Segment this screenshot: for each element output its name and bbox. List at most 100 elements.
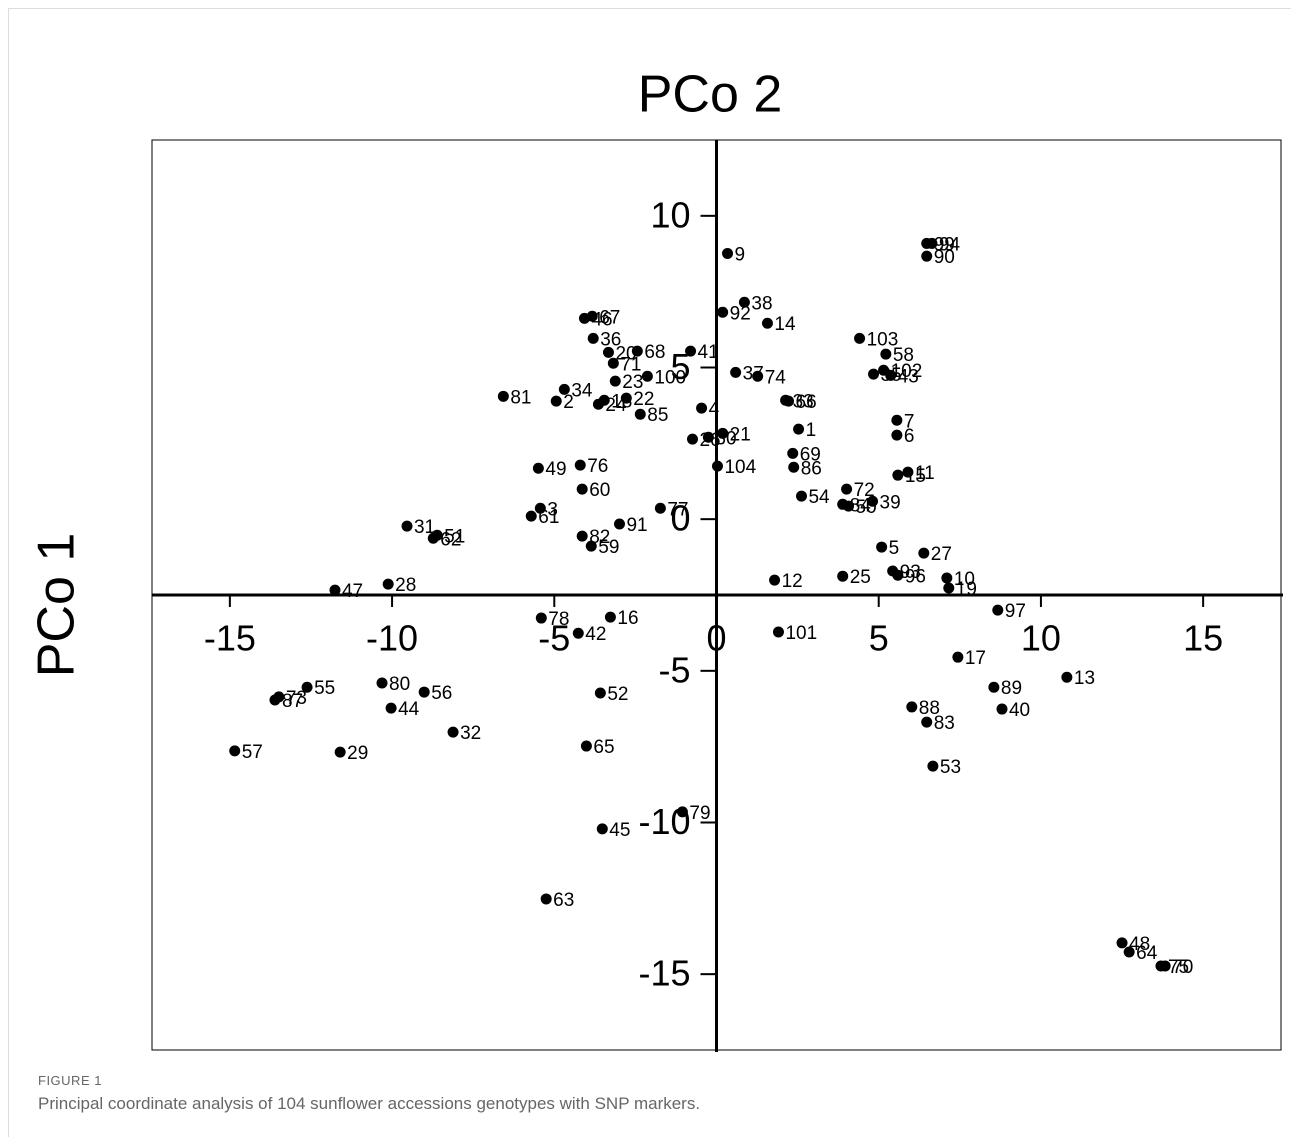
point-label: 91 bbox=[626, 515, 647, 536]
point bbox=[550, 395, 562, 407]
point bbox=[376, 677, 388, 689]
point bbox=[269, 694, 281, 706]
point bbox=[576, 483, 588, 495]
point-label: 62 bbox=[440, 529, 461, 550]
point bbox=[401, 520, 413, 532]
point bbox=[717, 427, 729, 439]
point bbox=[540, 893, 552, 905]
point-label: 83 bbox=[934, 713, 955, 734]
point-label: 86 bbox=[801, 458, 822, 479]
point bbox=[535, 612, 547, 624]
point-label: 45 bbox=[609, 820, 630, 841]
point bbox=[534, 502, 546, 514]
point-label: 99 bbox=[934, 234, 955, 255]
point-label: 43 bbox=[898, 366, 919, 387]
point bbox=[788, 461, 800, 473]
point bbox=[793, 423, 805, 435]
point-label: 14 bbox=[774, 314, 796, 335]
point bbox=[843, 500, 855, 512]
point bbox=[525, 510, 537, 522]
point bbox=[602, 346, 614, 358]
y-tick-label: -5 bbox=[658, 649, 690, 690]
point bbox=[752, 370, 764, 382]
point bbox=[604, 611, 616, 623]
point bbox=[769, 574, 781, 586]
point bbox=[301, 681, 313, 693]
point bbox=[418, 686, 430, 698]
point-label: 81 bbox=[510, 387, 531, 408]
point-label: 34 bbox=[571, 380, 593, 401]
point-label: 5 bbox=[889, 538, 900, 559]
point-label: 50 bbox=[856, 497, 877, 518]
point-label: 104 bbox=[724, 457, 756, 478]
point bbox=[891, 429, 903, 441]
point bbox=[532, 462, 544, 474]
point bbox=[902, 466, 914, 478]
point bbox=[921, 716, 933, 728]
point bbox=[943, 582, 955, 594]
point-label: 19 bbox=[956, 579, 977, 600]
point bbox=[906, 701, 918, 713]
point bbox=[854, 332, 866, 344]
point-label: 84 bbox=[850, 495, 872, 516]
point-label: 102 bbox=[891, 361, 923, 382]
point-label: 78 bbox=[548, 609, 569, 630]
point bbox=[497, 390, 509, 402]
point-label: 89 bbox=[1001, 678, 1022, 699]
point-label: 17 bbox=[965, 648, 986, 669]
point bbox=[447, 726, 459, 738]
point-label: 92 bbox=[730, 303, 751, 324]
point bbox=[772, 626, 784, 638]
point bbox=[927, 760, 939, 772]
point bbox=[992, 604, 1004, 616]
point bbox=[918, 547, 930, 559]
point-label: 20 bbox=[615, 343, 636, 364]
point bbox=[783, 395, 795, 407]
point-label: 30 bbox=[715, 428, 736, 449]
point bbox=[334, 746, 346, 758]
x-tick-label: 15 bbox=[1183, 618, 1223, 659]
point bbox=[952, 651, 964, 663]
point bbox=[795, 490, 807, 502]
point bbox=[696, 402, 708, 414]
point bbox=[730, 366, 742, 378]
point bbox=[1123, 946, 1135, 958]
point bbox=[613, 518, 625, 530]
point-label: 10 bbox=[954, 569, 975, 590]
point-label: 80 bbox=[389, 674, 410, 695]
point-label: 2 bbox=[563, 392, 574, 413]
point-label: 41 bbox=[698, 342, 719, 363]
point bbox=[988, 681, 1000, 693]
point-label: 57 bbox=[242, 742, 263, 763]
point bbox=[996, 703, 1008, 715]
point bbox=[620, 392, 632, 404]
point bbox=[329, 584, 341, 596]
point-label: 55 bbox=[314, 678, 335, 699]
point-label: 11 bbox=[915, 463, 935, 484]
point bbox=[837, 570, 849, 582]
point bbox=[841, 483, 853, 495]
point-label: 38 bbox=[751, 293, 772, 314]
point-label: 97 bbox=[1005, 601, 1026, 622]
y-tick-label: -15 bbox=[638, 953, 690, 994]
point bbox=[880, 348, 892, 360]
point bbox=[654, 502, 666, 514]
x-tick-label: -10 bbox=[366, 618, 418, 659]
point-label: 51 bbox=[444, 526, 465, 547]
point bbox=[1159, 960, 1171, 972]
point-label: 100 bbox=[654, 367, 686, 388]
point bbox=[641, 370, 653, 382]
point bbox=[1061, 671, 1073, 683]
point-label: 21 bbox=[730, 424, 751, 445]
point bbox=[585, 540, 597, 552]
point-label: 6 bbox=[904, 426, 915, 447]
point-label: 52 bbox=[607, 684, 628, 705]
point-label: 101 bbox=[785, 623, 817, 644]
point bbox=[578, 312, 590, 324]
chart-title: PCo 2 bbox=[638, 66, 783, 124]
point-label: 29 bbox=[347, 743, 368, 764]
point bbox=[868, 368, 880, 380]
x-tick-label: -15 bbox=[204, 618, 256, 659]
point bbox=[609, 375, 621, 387]
